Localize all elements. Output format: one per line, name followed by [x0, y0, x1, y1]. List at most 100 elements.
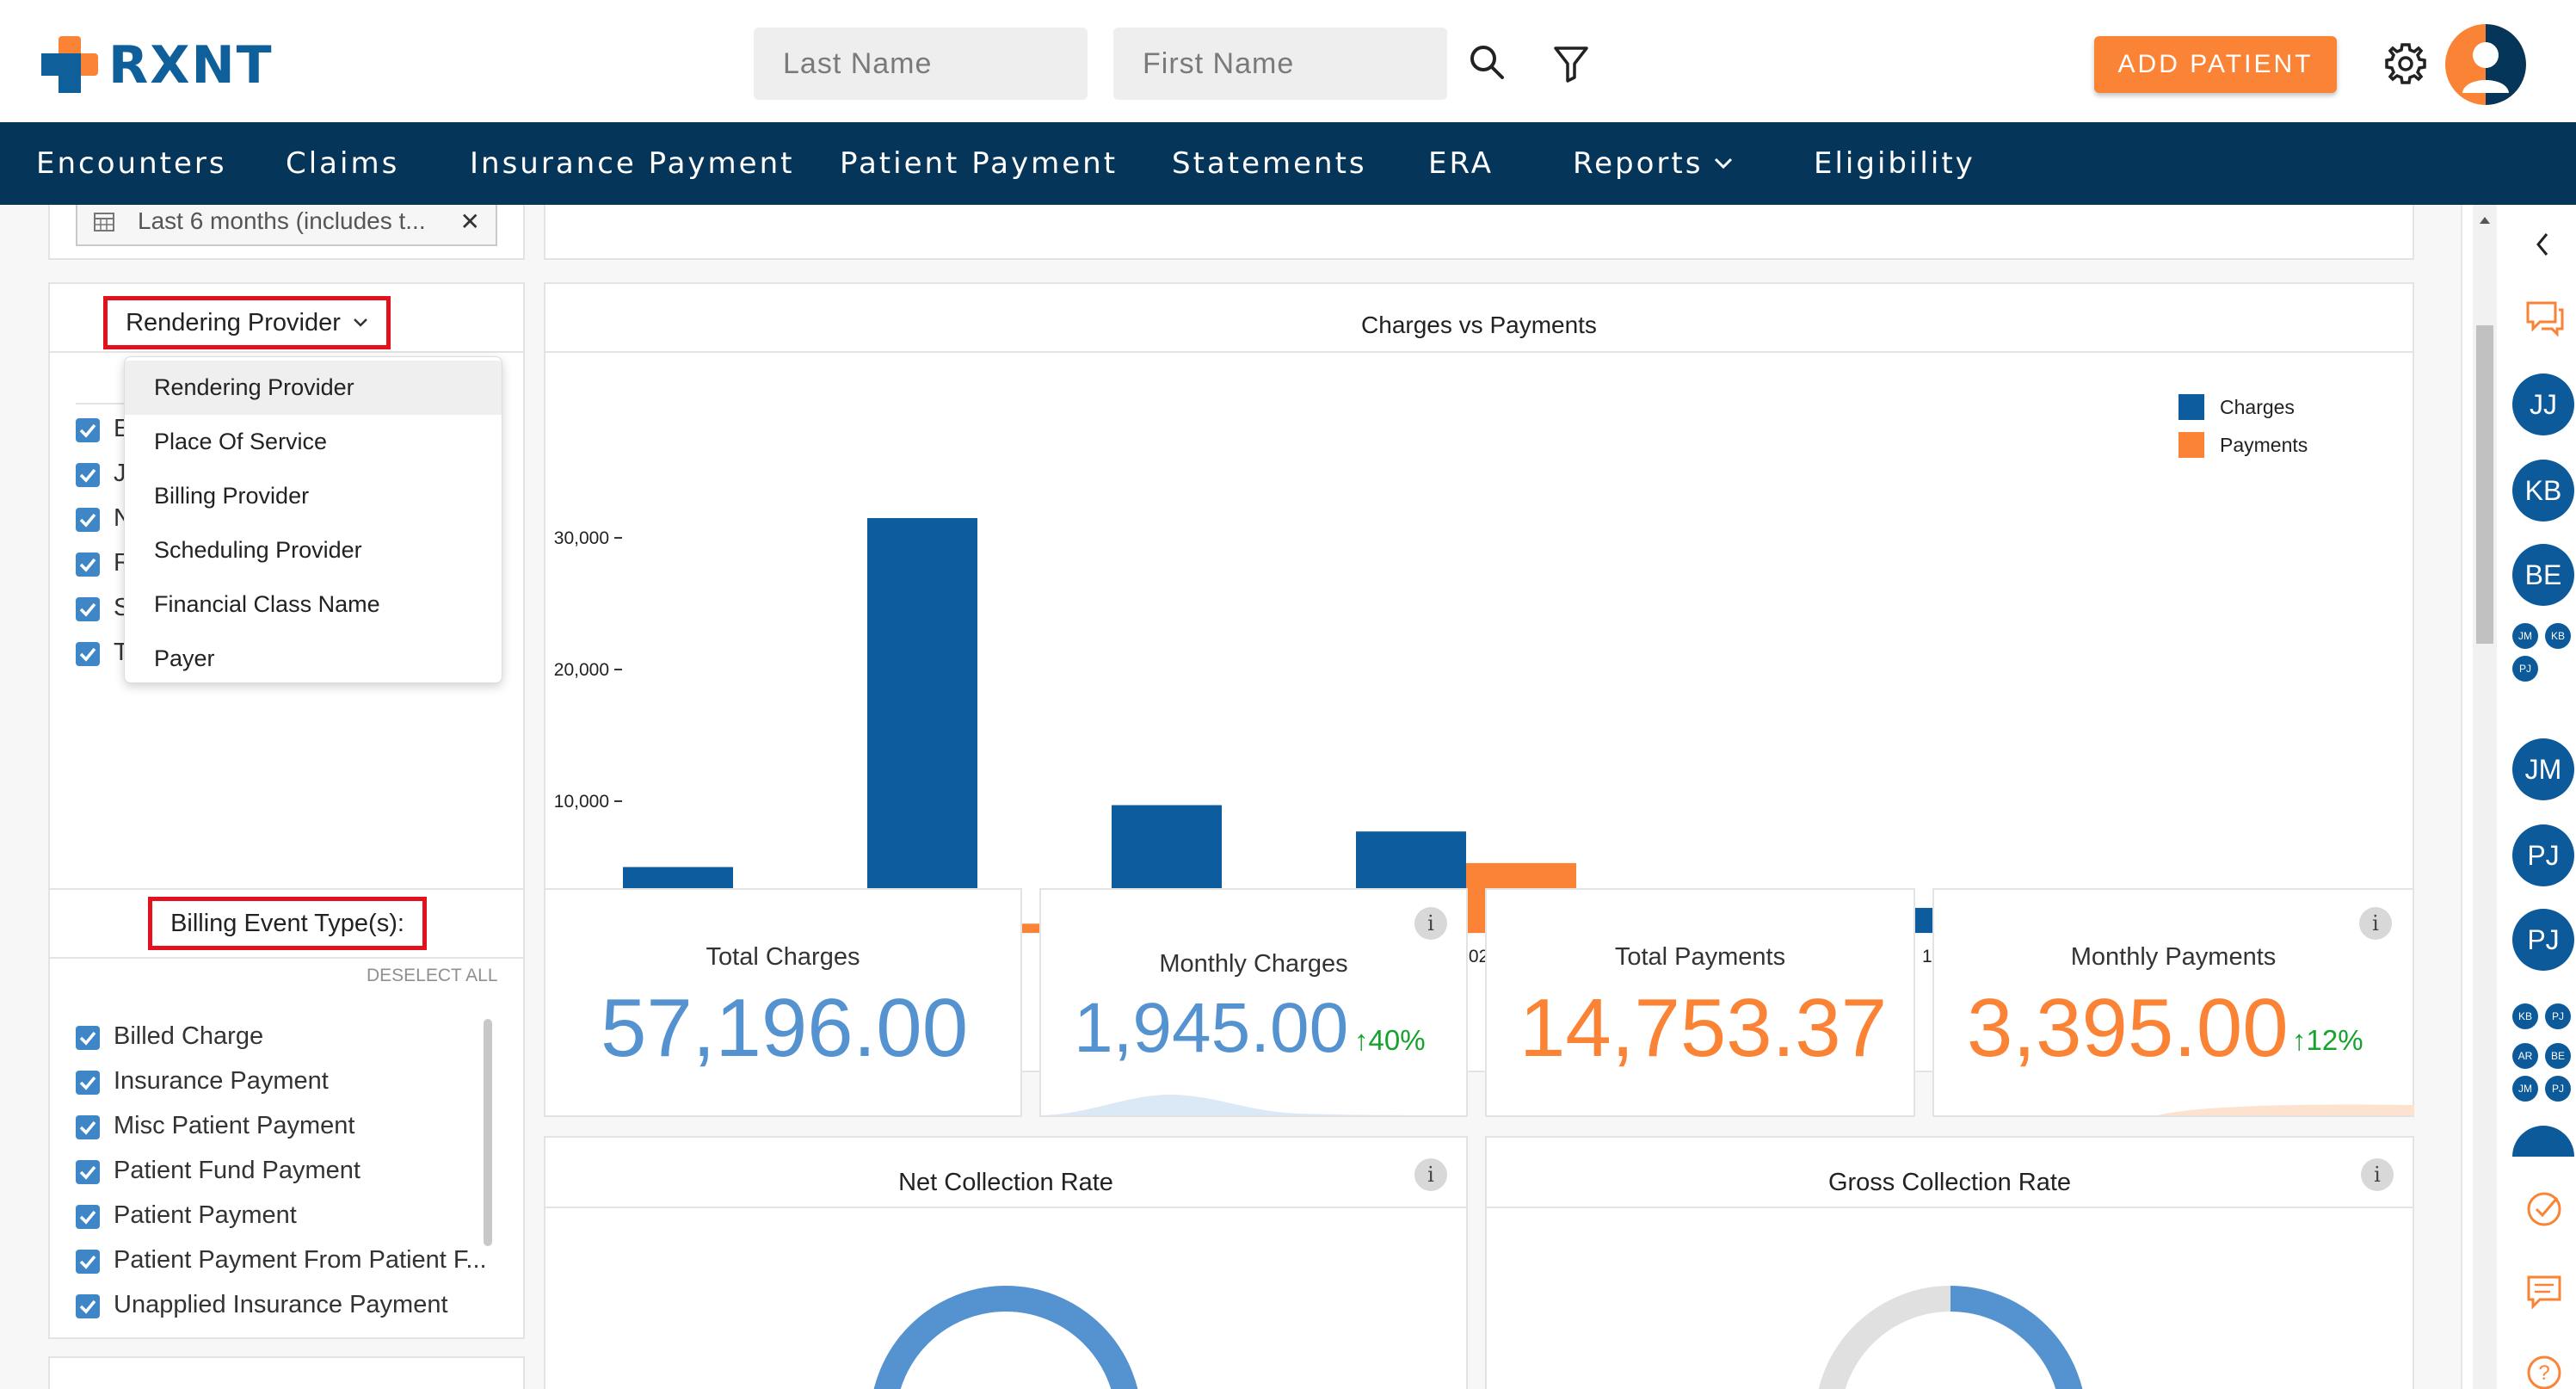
rail-user-avatar[interactable]: PJ — [2512, 824, 2574, 886]
nav-patient-payment[interactable]: Patient Payment — [840, 146, 1119, 181]
group-by-dropdown[interactable]: Rendering Provider — [103, 296, 391, 349]
last-name-input[interactable] — [754, 28, 1088, 100]
legend-swatch — [2179, 432, 2204, 458]
stat-title: Monthly Payments — [2070, 943, 2277, 971]
group-by-option[interactable]: Financial Class Name — [154, 591, 380, 617]
provider-checkbox[interactable] — [76, 553, 100, 577]
billing-event-label: Patient Payment From Patient F... — [114, 1246, 487, 1274]
billing-event-checkbox[interactable] — [76, 1250, 100, 1274]
billing-event-checkbox[interactable] — [76, 1071, 100, 1095]
change-value: 12% — [2306, 1024, 2363, 1056]
clear-date-icon[interactable]: ✕ — [459, 207, 480, 235]
scroll-up-icon[interactable] — [2473, 212, 2497, 229]
rail-group-avatar[interactable]: AR — [2512, 1043, 2538, 1069]
billing-event-card — [48, 888, 525, 1339]
rail-group-avatar[interactable]: PJ — [2512, 656, 2538, 682]
billing-event-label: Patient Fund Payment — [114, 1157, 361, 1184]
right-rail: ? JJ KB BE JM PJ PJ JM KB PJ KB PJ AR BE JM PJ — [2461, 205, 2576, 1389]
first-name-input[interactable] — [1113, 28, 1447, 100]
provider-checkbox[interactable] — [76, 418, 100, 442]
svg-text:?: ? — [2538, 1361, 2549, 1385]
info-icon[interactable]: i — [1414, 1158, 1447, 1191]
rail-user-avatar[interactable]: JM — [2512, 738, 2574, 800]
group-by-option[interactable]: Scheduling Provider — [154, 537, 362, 563]
y-tick-label: 10,000 — [554, 792, 609, 812]
nav-statements[interactable]: Statements — [1172, 146, 1367, 181]
chat-bubbles-icon[interactable] — [2523, 298, 2566, 339]
rail-group-avatar[interactable]: PJ — [2545, 1003, 2571, 1029]
calendar-icon — [94, 213, 114, 232]
chevron-down-icon[interactable] — [1714, 157, 1733, 170]
group-by-option[interactable]: Place Of Service — [154, 429, 328, 454]
provider-checkbox[interactable] — [76, 642, 100, 666]
deselect-all-link[interactable]: DESELECT ALL — [367, 966, 498, 985]
rail-group-avatar[interactable]: BE — [2545, 1043, 2571, 1069]
collapse-chevron-icon[interactable] — [2531, 231, 2555, 258]
y-tick-label: 30,000 — [554, 528, 609, 548]
legend-swatch — [2179, 394, 2204, 420]
rail-scrollbar[interactable] — [2473, 205, 2497, 1389]
group-by-option[interactable]: Payer — [154, 645, 215, 671]
nav-reports[interactable]: Reports — [1573, 146, 1704, 181]
group-by-option[interactable]: Rendering Provider — [125, 361, 502, 415]
rail-group-avatar[interactable]: JM — [2512, 1076, 2538, 1102]
rail-group-avatar[interactable]: KB — [2545, 623, 2571, 649]
nav-insurance-payment[interactable]: Insurance Payment — [470, 146, 795, 181]
date-range-chip[interactable]: Last 6 months (includes t... ✕ — [76, 205, 497, 246]
legend-label: Charges — [2220, 396, 2295, 418]
sparkline — [1041, 1095, 1468, 1115]
rxnt-logo[interactable]: RXNT — [38, 31, 274, 100]
legend-label: Payments — [2220, 434, 2308, 456]
monthly-payments-card: i Monthly Payments 3,395.00 ↑12% — [1932, 888, 2414, 1117]
info-icon[interactable]: i — [2359, 907, 2392, 940]
stat-value: 57,196.00 — [601, 982, 969, 1074]
sparkline — [2158, 1104, 2414, 1115]
main-nav: Encounters Claims Insurance Payment Pati… — [0, 122, 2576, 205]
date-range-text: Last 6 months (includes t... — [138, 207, 426, 234]
billing-event-checkbox[interactable] — [76, 1115, 100, 1139]
filter-icon[interactable] — [1549, 41, 1593, 86]
rail-group-avatar[interactable]: PJ — [2545, 1076, 2571, 1102]
change-value: 40% — [1368, 1024, 1426, 1056]
scrollbar[interactable] — [484, 1019, 492, 1246]
total-charges-card: Total Charges 57,196.00 — [544, 888, 1022, 1117]
search-icon[interactable] — [1466, 41, 1511, 86]
provider-checkbox[interactable] — [76, 508, 100, 532]
nav-encounters[interactable]: Encounters — [36, 146, 227, 181]
user-avatar[interactable] — [2445, 24, 2526, 105]
stat-title: Total Charges — [706, 943, 860, 971]
info-icon[interactable]: i — [1414, 907, 1447, 940]
stat-value: 14,753.37 — [1519, 982, 1888, 1074]
stat-value: 1,945.00 — [1074, 989, 1349, 1067]
bar-payments — [977, 923, 1088, 933]
billing-event-checkbox[interactable] — [76, 1205, 100, 1229]
rail-user-avatar[interactable]: BE — [2512, 544, 2574, 606]
help-icon[interactable]: ? — [2524, 1353, 2564, 1389]
stat-value: 3,395.00 — [1967, 982, 2289, 1074]
nav-eligibility[interactable]: Eligibility — [1814, 146, 1975, 181]
task-check-icon[interactable] — [2524, 1189, 2564, 1229]
gross-collection-gauge — [1818, 1286, 2083, 1389]
rail-group-avatar[interactable]: JM — [2512, 623, 2538, 649]
nav-claims[interactable]: Claims — [286, 146, 400, 181]
rail-user-avatar[interactable] — [2512, 1126, 2574, 1157]
rail-user-avatar[interactable]: PJ — [2512, 909, 2574, 971]
brand-name: RXNT — [108, 35, 274, 96]
app-header: RXNT ADD PATIENT — [0, 0, 2576, 122]
provider-checkbox[interactable] — [76, 463, 100, 487]
rail-user-avatar[interactable]: JJ — [2512, 373, 2574, 435]
message-icon[interactable] — [2524, 1272, 2564, 1312]
nav-era[interactable]: ERA — [1428, 146, 1494, 181]
info-icon[interactable]: i — [2361, 1158, 2394, 1191]
rail-group-avatar[interactable]: KB — [2512, 1003, 2538, 1029]
provider-checkbox[interactable] — [76, 597, 100, 621]
bar-charges — [867, 518, 977, 933]
group-by-option[interactable]: Billing Provider — [154, 483, 310, 509]
rail-user-avatar[interactable]: KB — [2512, 460, 2574, 522]
billing-event-checkbox[interactable] — [76, 1294, 100, 1318]
add-patient-button[interactable]: ADD PATIENT — [2094, 36, 2337, 93]
billing-event-checkbox[interactable] — [76, 1160, 100, 1184]
billing-event-checkbox[interactable] — [76, 1026, 100, 1050]
gear-icon[interactable] — [2382, 40, 2430, 88]
net-collection-gauge — [873, 1286, 1138, 1389]
